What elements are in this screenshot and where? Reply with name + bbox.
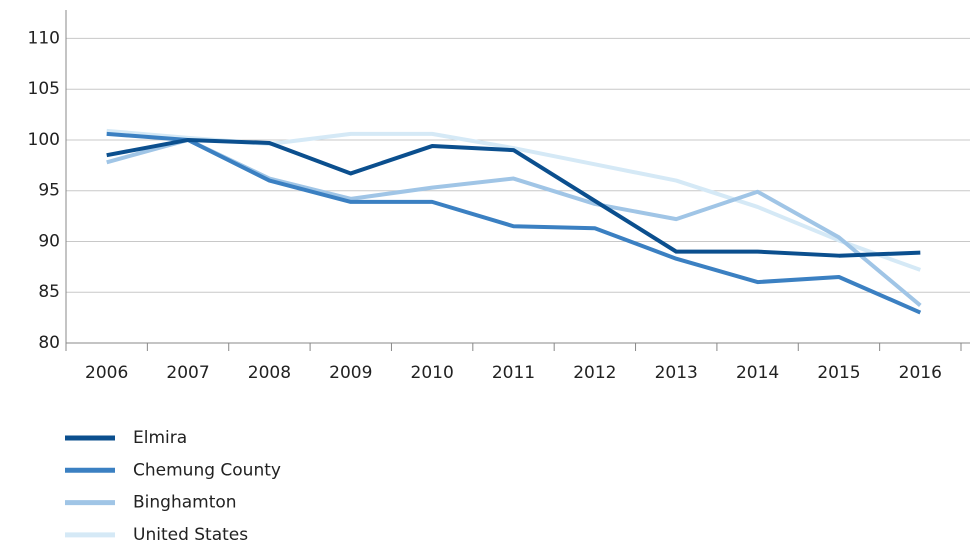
x-tick-label: 2011: [492, 363, 535, 383]
y-tick-label: 95: [38, 181, 60, 201]
series-line: [106, 137, 921, 258]
x-tick-label: 2014: [736, 363, 779, 383]
x-tick-label: 2016: [899, 363, 942, 383]
x-tick-label: 2012: [573, 363, 616, 383]
x-tick-label: 2007: [166, 363, 209, 383]
series-line: [106, 131, 922, 315]
x-tick-label: 2010: [411, 363, 454, 383]
y-tick-label: 85: [38, 282, 60, 302]
x-tick-label: 2009: [329, 363, 372, 383]
x-tick-label: 2006: [85, 363, 128, 383]
y-tick-label: 80: [38, 333, 60, 353]
x-tick-label: 2008: [248, 363, 291, 383]
y-tick-label: 110: [28, 28, 60, 48]
y-tick-label: 105: [28, 79, 60, 99]
x-tick-label: 2015: [817, 363, 860, 383]
y-tick-label: 100: [28, 130, 60, 150]
x-tick-label: 2013: [655, 363, 698, 383]
y-tick-label: 90: [38, 231, 60, 251]
legend-label: Elmira: [133, 428, 187, 448]
legend-label: Chemung County: [133, 460, 281, 480]
legend-label: United States: [133, 525, 248, 545]
legend-label: Binghamton: [133, 493, 237, 513]
